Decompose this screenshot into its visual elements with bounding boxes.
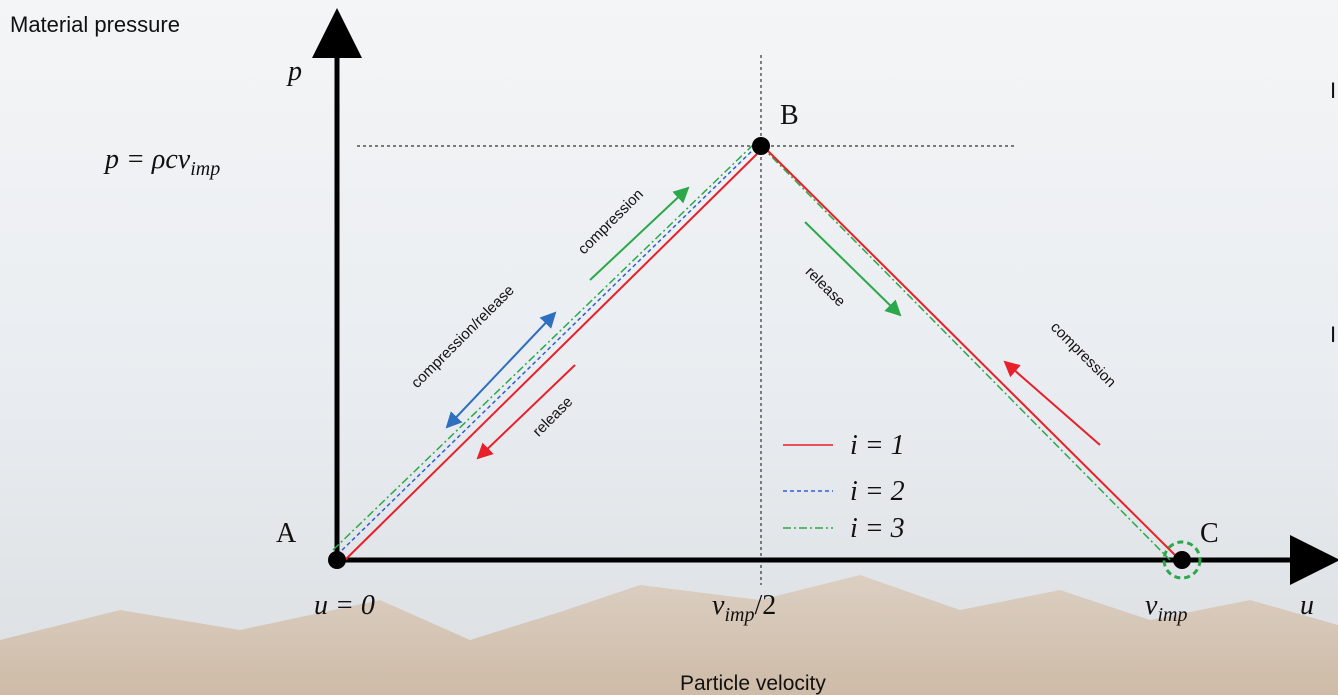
point <box>752 137 770 155</box>
arrow <box>476 364 576 460</box>
highlight-circle <box>1162 540 1202 580</box>
point <box>1173 551 1191 569</box>
path-line <box>762 145 1181 561</box>
tick-label: vimp <box>1145 590 1187 626</box>
legend-label: i = 1 <box>850 430 905 461</box>
tick-label: vimp/2 <box>712 590 776 626</box>
point-label: B <box>780 100 799 131</box>
arrow <box>445 311 557 429</box>
axis-symbol: p <box>286 56 302 87</box>
y-axis-title: Material pressure <box>10 12 180 37</box>
arrow <box>589 186 690 281</box>
path-line <box>760 145 1171 561</box>
axis-symbol: u <box>1300 590 1314 621</box>
tick-label: u = 0 <box>314 590 375 621</box>
mountains <box>0 575 1338 695</box>
arrow <box>804 221 902 317</box>
arrow <box>1003 360 1101 446</box>
cut-off-text: I <box>1330 322 1336 347</box>
pressure-label: p = ρcvimp <box>103 144 220 180</box>
legend-label: i = 3 <box>850 513 905 544</box>
cut-off-text: I <box>1330 78 1336 103</box>
x-axis-title: Particle velocity <box>680 672 826 695</box>
point-label: A <box>276 518 297 549</box>
point <box>328 551 346 569</box>
legend: i = 1 i = 2 i = 3 <box>783 430 905 544</box>
point-label: C <box>1200 518 1219 549</box>
legend-label: i = 2 <box>850 476 905 507</box>
